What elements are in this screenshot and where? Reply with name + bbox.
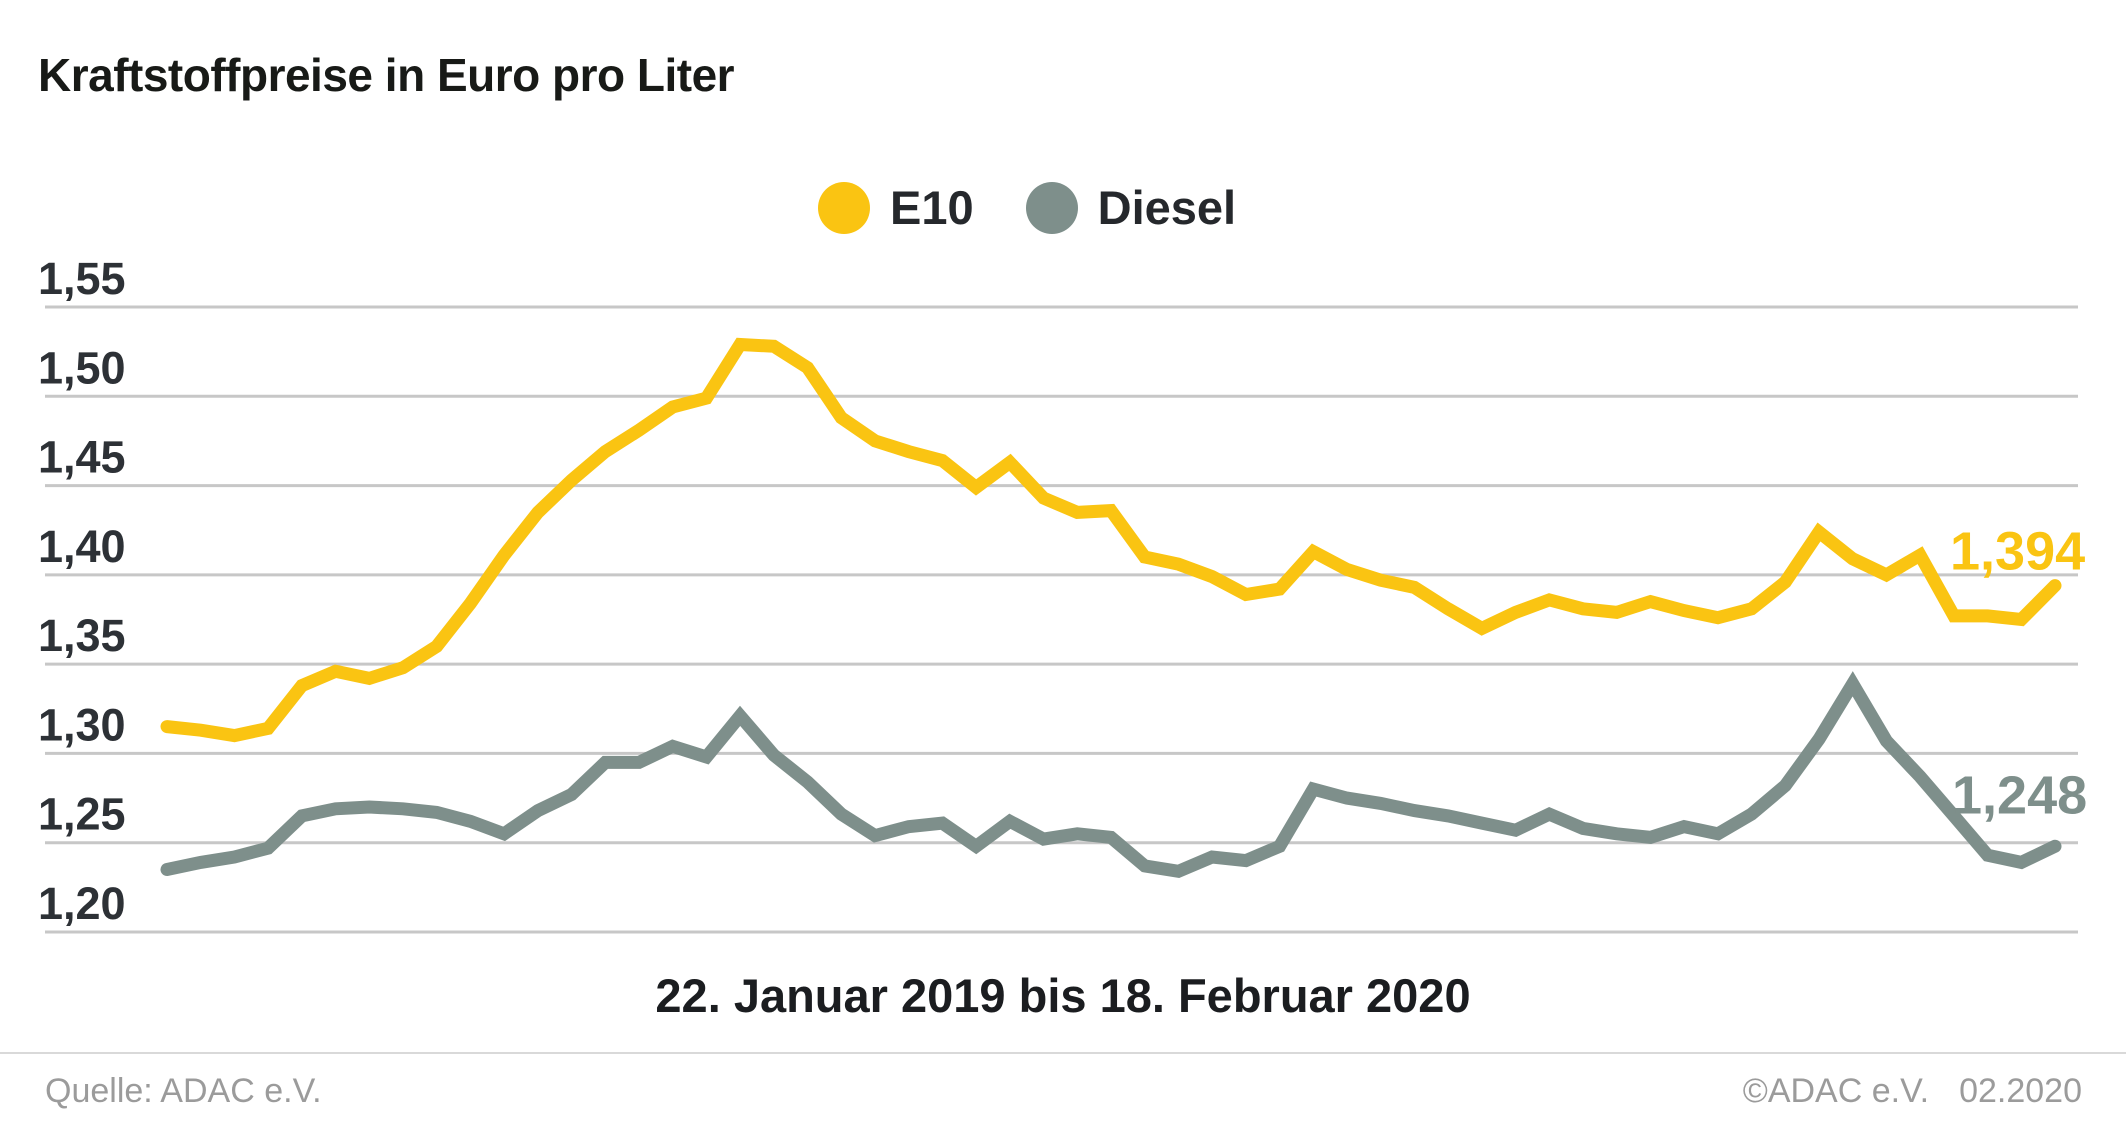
copyright-text: ©ADAC e.V. bbox=[1742, 1072, 1930, 1110]
e10-legend-dot-icon bbox=[818, 181, 870, 234]
e10-end-value-label: 1,394 bbox=[1950, 522, 2085, 582]
e10-legend-label: E10 bbox=[890, 181, 974, 234]
diesel-legend-dot-icon bbox=[1025, 181, 1078, 234]
x-axis-label: 22. Januar 2019 bis 18. Februar 2020 bbox=[655, 969, 1471, 1022]
diesel-legend-label: Diesel bbox=[1097, 181, 1237, 234]
e10-line bbox=[160, 337, 2062, 743]
y-tick-label: 1,35 bbox=[38, 610, 126, 661]
footer: Quelle: ADAC e.V. ©ADAC e.V. 02.2020 bbox=[0, 1072, 2126, 1111]
footer-divider bbox=[0, 1052, 2126, 1054]
copyright-note: ©ADAC e.V. 02.2020 bbox=[1743, 1072, 2082, 1111]
y-tick-label: 1,45 bbox=[38, 432, 126, 483]
y-tick-label: 1,25 bbox=[38, 789, 126, 840]
copyright-date: 02.2020 bbox=[1959, 1072, 2082, 1110]
diesel-end-value-label: 1,248 bbox=[1952, 765, 2087, 825]
y-tick-label: 1,55 bbox=[38, 253, 126, 304]
y-tick-label: 1,50 bbox=[38, 342, 126, 393]
y-tick-label: 1,20 bbox=[38, 878, 126, 929]
y-tick-label: 1,40 bbox=[38, 521, 126, 572]
source-note: Quelle: ADAC e.V. bbox=[45, 1072, 322, 1110]
y-tick-label: 1,30 bbox=[38, 699, 126, 750]
diesel-line bbox=[160, 671, 2062, 879]
legend: E10 Diesel bbox=[818, 180, 1236, 235]
page-title: Kraftstoffpreise in Euro pro Liter bbox=[38, 49, 735, 101]
